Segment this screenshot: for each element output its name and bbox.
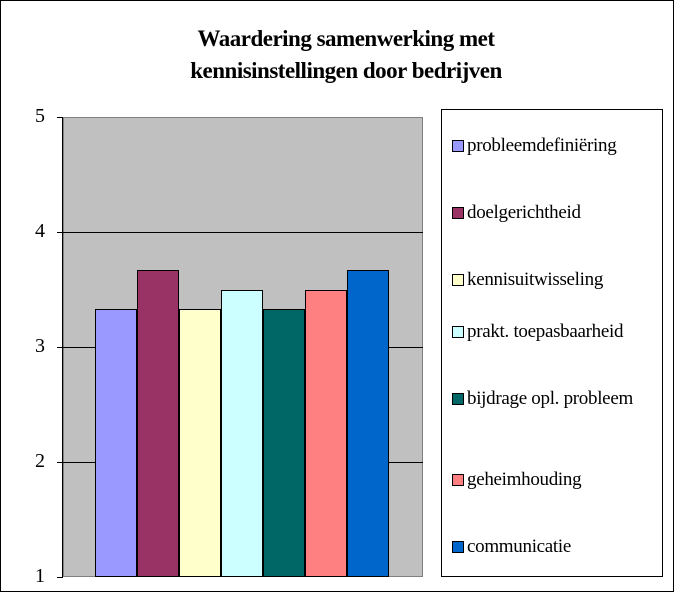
legend-swatch [452, 274, 464, 286]
legend-label: bijdrage opl. probleem [467, 388, 633, 409]
y-tick-label: 1 [35, 565, 45, 587]
y-tick [57, 577, 63, 578]
bar [347, 269, 389, 577]
bar [137, 269, 179, 577]
y-tick [57, 462, 63, 463]
legend-label: prakt. toepasbaarheid [467, 321, 624, 342]
y-tick-label: 5 [35, 105, 45, 127]
legend-label: probleemdefiniëring [467, 135, 617, 156]
legend-swatch [452, 326, 464, 338]
y-tick-label: 4 [35, 220, 45, 242]
legend-label: geheimhouding [467, 469, 582, 490]
legend-label: communicatie [467, 536, 572, 557]
legend: probleemdefiniëring doelgerichtheid kennis… [441, 109, 663, 577]
legend-label: kennisuitwisseling [467, 269, 604, 290]
legend-label: doelgerichtheid [467, 202, 581, 223]
legend-swatch [452, 140, 464, 152]
bar [305, 289, 347, 577]
legend-swatch [452, 393, 464, 405]
y-tick [57, 232, 63, 233]
y-tick [57, 117, 63, 118]
legend-swatch [452, 207, 464, 219]
y-tick [57, 347, 63, 348]
y-tick-label: 2 [35, 450, 45, 472]
bar [263, 309, 305, 577]
legend-swatch [452, 541, 464, 553]
bar [95, 309, 137, 577]
y-axis [62, 117, 63, 577]
chart-title: Waardering samenwerking met kennisinstel… [190, 26, 502, 83]
y-tick-label: 3 [35, 335, 45, 357]
legend-swatch [452, 474, 464, 486]
grid-line [63, 232, 423, 233]
bar [221, 289, 263, 577]
bar [179, 309, 221, 577]
